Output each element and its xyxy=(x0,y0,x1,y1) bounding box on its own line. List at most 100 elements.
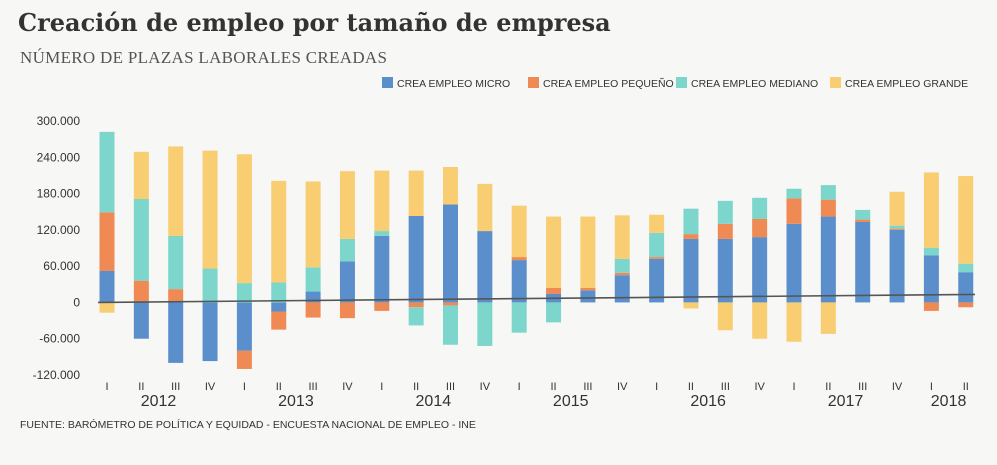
bar-grande xyxy=(374,170,390,232)
x-tick-label: IV xyxy=(480,381,491,393)
bar-grande xyxy=(958,176,974,264)
bar-micro xyxy=(374,235,390,303)
year-label: 2015 xyxy=(553,393,589,410)
bar-micro xyxy=(649,258,665,303)
bar-grande xyxy=(236,154,252,284)
bar-pequeno xyxy=(580,287,596,291)
bar-micro xyxy=(580,290,596,303)
bar-grande xyxy=(889,191,905,226)
bar-mediano xyxy=(649,232,665,258)
bar-micro xyxy=(477,231,493,303)
x-tick-label: III xyxy=(446,381,455,393)
bar-pequeno xyxy=(923,302,939,311)
bar-mediano xyxy=(271,282,287,303)
x-axis: I II III IV I II III IV I II III IV I II III IV I II III IV… xyxy=(97,293,976,410)
bar-mediano xyxy=(923,248,939,256)
x-tick-label: II xyxy=(276,381,282,393)
bar-micro xyxy=(511,260,527,303)
bar-micro xyxy=(202,302,218,362)
bar-pequeno xyxy=(855,219,871,222)
bar-mediano xyxy=(443,305,458,345)
bar-grande xyxy=(305,181,321,268)
bar-pequeno xyxy=(408,302,424,308)
bar-mediano xyxy=(305,267,321,292)
x-tick-label: I xyxy=(243,381,246,393)
chart-subtitle: NÚMERO DE PLAZAS LABORALES CREADAS xyxy=(20,48,388,67)
bar-mediano xyxy=(374,231,390,236)
chart-bars xyxy=(99,131,974,369)
bar-mediano xyxy=(820,185,836,200)
y-tick-label: 180.000 xyxy=(37,187,81,201)
year-label: 2016 xyxy=(690,393,726,410)
bar-micro xyxy=(958,272,974,303)
bar-pequeno xyxy=(511,257,527,261)
bar-mediano xyxy=(855,209,871,220)
bar-pequeno xyxy=(99,212,115,271)
bar-pequeno xyxy=(717,223,733,239)
bar-pequeno xyxy=(820,199,836,217)
bar-pequeno xyxy=(236,350,252,369)
bar-pequeno xyxy=(168,289,184,303)
bar-pequeno xyxy=(889,228,905,230)
year-label: 2014 xyxy=(416,393,452,410)
bar-pequeno xyxy=(958,302,974,308)
bar-mediano xyxy=(339,238,355,262)
bar-mediano xyxy=(683,208,699,235)
bar-micro xyxy=(236,302,252,351)
bar-micro xyxy=(717,238,733,303)
year-label: 2017 xyxy=(828,393,864,410)
bar-micro xyxy=(339,261,355,303)
legend-label-micro: CREA EMPLEO MICRO xyxy=(397,78,510,90)
bar-pequeno xyxy=(305,302,321,318)
x-tick-label: IV xyxy=(754,381,765,393)
y-tick-label: 0 xyxy=(73,295,80,309)
bar-grande xyxy=(580,216,596,288)
bar-mediano xyxy=(168,235,184,290)
bar-mediano xyxy=(786,188,802,199)
bar-grande xyxy=(614,215,630,259)
bar-mediano xyxy=(958,263,974,273)
bar-mediano xyxy=(717,200,733,224)
bar-pequeno xyxy=(649,257,665,259)
bar-micro xyxy=(889,229,905,303)
bar-mediano xyxy=(202,268,218,303)
bar-mediano xyxy=(99,131,115,213)
bar-mediano xyxy=(752,197,768,219)
bar-pequeno xyxy=(374,302,390,311)
year-label: 2012 xyxy=(141,393,177,410)
chart-legend: CREA EMPLEO MICRO CREA EMPLEO PEQUEÑO CREA… xyxy=(382,77,968,90)
bar-mediano xyxy=(511,302,527,333)
bar-mediano xyxy=(133,199,149,281)
x-tick-label: IV xyxy=(205,381,216,393)
x-tick-label: II xyxy=(413,381,419,393)
bar-pequeno xyxy=(683,234,699,239)
year-label: 2013 xyxy=(278,393,314,410)
bar-micro xyxy=(99,270,115,303)
chart-source: FUENTE: BARÓMETRO DE POLÍTICA Y EQUIDAD … xyxy=(20,419,476,431)
bar-pequeno xyxy=(614,272,630,276)
x-tick-label: II xyxy=(688,381,694,393)
stacked-bar-chart: CREA EMPLEO MICRO CREA EMPLEO PEQUEÑO CREA… xyxy=(33,77,976,410)
bar-micro xyxy=(923,255,939,303)
x-tick-label: I xyxy=(792,381,795,393)
x-tick-label: II xyxy=(963,381,969,393)
bar-micro xyxy=(820,216,836,303)
bar-grande xyxy=(786,302,802,342)
y-tick-label: -60.000 xyxy=(39,332,80,346)
x-tick-label: I xyxy=(655,381,658,393)
bar-micro xyxy=(443,204,458,303)
x-tick-label: IV xyxy=(342,381,353,393)
bar-grande xyxy=(133,151,149,200)
x-tick-label: III xyxy=(171,381,180,393)
bar-grande xyxy=(649,214,665,233)
x-tick-label: III xyxy=(721,381,730,393)
x-tick-label: I xyxy=(380,381,383,393)
bar-micro xyxy=(752,237,768,303)
x-tick-label: III xyxy=(309,381,318,393)
x-tick-label: I xyxy=(930,381,933,393)
legend-label-pequeno: CREA EMPLEO PEQUEÑO xyxy=(543,77,674,90)
bar-pequeno xyxy=(786,198,802,224)
year-label: 2018 xyxy=(931,393,967,410)
bar-grande xyxy=(546,216,562,288)
x-tick-label: II xyxy=(550,381,556,393)
